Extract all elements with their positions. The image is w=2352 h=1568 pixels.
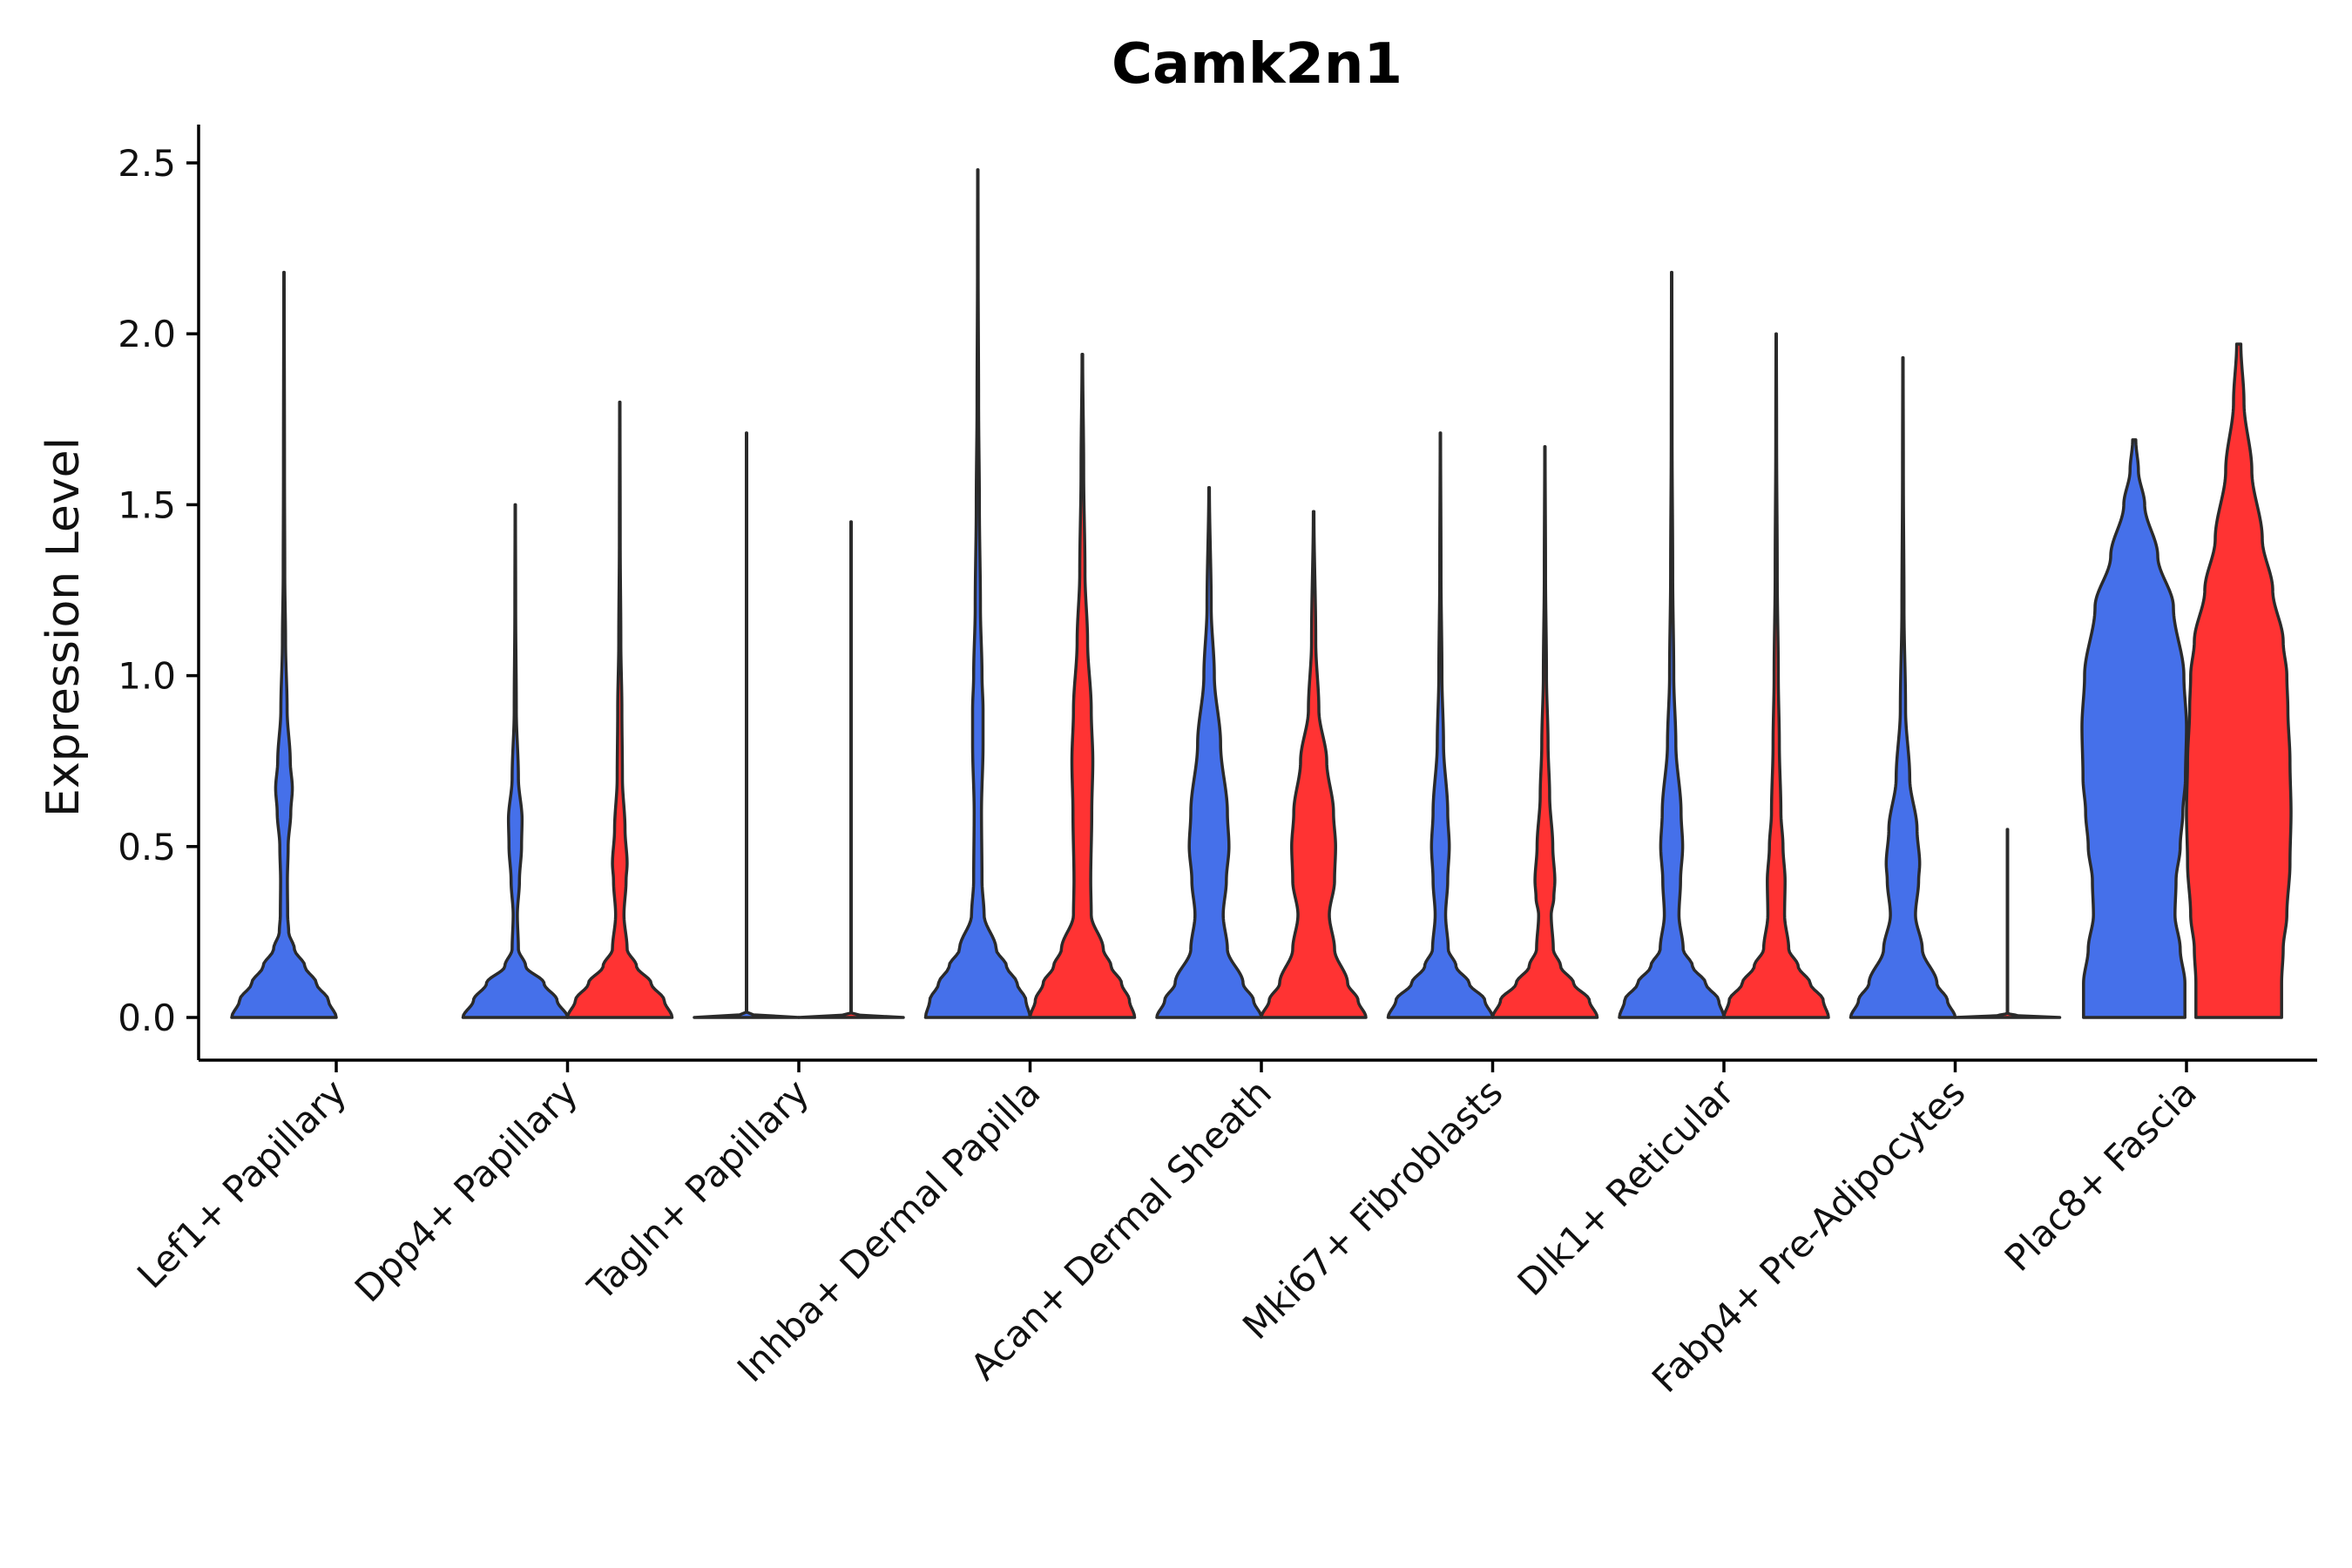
violin-blue [230,270,338,1019]
violin-red [565,400,674,1019]
x-tick-label: Plac8+ Fascia [1997,1071,2205,1279]
x-tick-label: Dpp4+ Papillary [347,1071,586,1310]
y-axis-label: Expression Level [37,437,90,817]
y-tick-label: 1.5 [118,483,176,526]
violin-blue [1848,355,1957,1019]
y-tick-label: 0.5 [118,826,176,868]
axes [197,125,2317,1062]
y-tick-label: 0.0 [118,997,176,1039]
violin-blue [2080,438,2188,1019]
y-tick-label: 1.0 [118,655,176,698]
chart-title: Camk2n1 [1112,32,1402,97]
x-tick-label: Dlk1+ Reticular [1510,1071,1743,1304]
violin-red [1722,332,1830,1019]
violin-blue [1155,486,1263,1019]
violin-group [230,168,2293,1019]
x-tick-label: Tagln+ Papillary [579,1071,817,1308]
violin-blue [693,431,801,1019]
violin-red [1260,510,1368,1019]
x-tick-label: Lef1+ Papillary [129,1071,355,1296]
violin-red [797,520,905,1019]
y-tick-label: 2.0 [118,313,176,355]
y-tick-label: 2.5 [118,142,176,185]
violin-red [2185,342,2293,1019]
violin-blue [1618,270,1726,1019]
violin-red [1490,444,1599,1019]
y-ticks: 0.0 0.5 1.0 1.5 2.0 2.5 [118,142,199,1039]
violin-blue [923,168,1032,1019]
violin-blue [461,503,570,1019]
violin-red [1953,828,2062,1019]
violin-red [1028,352,1137,1019]
x-tick-label: Mki67+ Fibroblasts [1234,1071,1511,1347]
violin-blue [1386,431,1495,1019]
